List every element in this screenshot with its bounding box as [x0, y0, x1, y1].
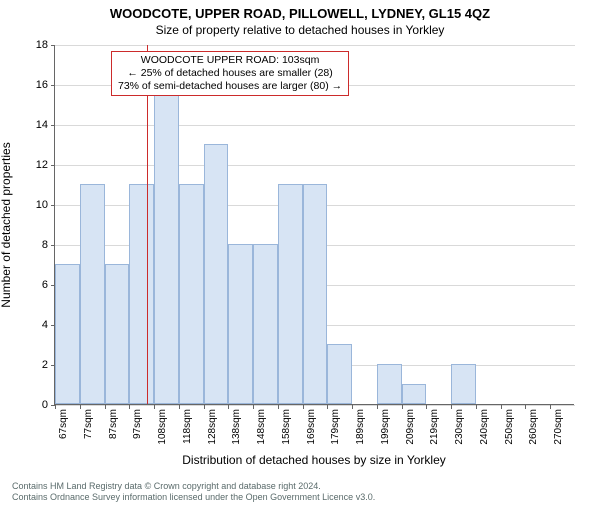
ytick-mark: [51, 85, 55, 86]
footer-line-1: Contains HM Land Registry data © Crown c…: [12, 481, 600, 492]
xtick-mark: [154, 405, 155, 409]
xtick-label: 148sqm: [256, 409, 267, 445]
chart-area: Number of detached properties 67sqm77sqm…: [54, 45, 574, 405]
property-callout: WOODCOTE UPPER ROAD: 103sqm← 25% of deta…: [111, 51, 349, 96]
xtick-mark: [352, 405, 353, 409]
ytick-label: 12: [18, 159, 48, 171]
title-sub: Size of property relative to detached ho…: [0, 23, 600, 37]
xtick-label: 230sqm: [454, 409, 465, 445]
xtick-mark: [402, 405, 403, 409]
gridline-h: [55, 45, 575, 46]
xtick-label: 219sqm: [429, 409, 440, 445]
xtick-mark: [179, 405, 180, 409]
property-marker-line: [147, 45, 148, 404]
histogram-bar: [228, 244, 253, 404]
xtick-label: 118sqm: [182, 409, 193, 444]
xtick-mark: [303, 405, 304, 409]
histogram-bar: [303, 184, 328, 404]
xtick-mark: [80, 405, 81, 409]
ytick-mark: [51, 165, 55, 166]
ytick-label: 2: [18, 359, 48, 371]
xtick-label: 209sqm: [405, 409, 416, 445]
ytick-mark: [51, 205, 55, 206]
xtick-label: 138sqm: [231, 409, 242, 445]
histogram-bar: [179, 184, 204, 404]
xtick-mark: [253, 405, 254, 409]
xtick-label: 97sqm: [132, 409, 143, 439]
ytick-label: 0: [18, 399, 48, 411]
xtick-mark: [129, 405, 130, 409]
plot-region: 67sqm77sqm87sqm97sqm108sqm118sqm128sqm13…: [54, 45, 574, 405]
histogram-bar: [80, 184, 105, 404]
ytick-mark: [51, 245, 55, 246]
xtick-mark: [525, 405, 526, 409]
xtick-label: 108sqm: [157, 409, 168, 445]
histogram-bar: [55, 264, 80, 404]
xtick-mark: [105, 405, 106, 409]
xtick-label: 179sqm: [330, 409, 341, 445]
ytick-label: 14: [18, 119, 48, 131]
footer-line-2: Contains Ordnance Survey information lic…: [12, 492, 600, 503]
xtick-label: 240sqm: [479, 409, 490, 445]
gridline-h: [55, 405, 575, 406]
xtick-mark: [327, 405, 328, 409]
xtick-mark: [278, 405, 279, 409]
xtick-mark: [377, 405, 378, 409]
ytick-label: 6: [18, 279, 48, 291]
xtick-mark: [228, 405, 229, 409]
gridline-h: [55, 165, 575, 166]
ytick-label: 8: [18, 239, 48, 251]
histogram-bar: [377, 364, 402, 404]
histogram-bar: [129, 184, 154, 404]
xtick-mark: [204, 405, 205, 409]
xtick-mark: [501, 405, 502, 409]
histogram-bar: [204, 144, 229, 404]
histogram-bar: [154, 84, 179, 404]
ytick-mark: [51, 125, 55, 126]
xtick-label: 169sqm: [306, 409, 317, 445]
histogram-bar: [278, 184, 303, 404]
callout-line: 73% of semi-detached houses are larger (…: [118, 80, 342, 93]
xtick-label: 250sqm: [504, 409, 515, 445]
xtick-label: 260sqm: [528, 409, 539, 445]
histogram-bar: [402, 384, 427, 404]
gridline-h: [55, 125, 575, 126]
xtick-label: 77sqm: [83, 409, 94, 439]
ytick-label: 18: [18, 39, 48, 51]
xtick-label: 189sqm: [355, 409, 366, 445]
ytick-label: 16: [18, 79, 48, 91]
xtick-mark: [55, 405, 56, 409]
ytick-mark: [51, 45, 55, 46]
xtick-mark: [550, 405, 551, 409]
footer-attribution: Contains HM Land Registry data © Crown c…: [12, 481, 600, 504]
xtick-mark: [426, 405, 427, 409]
x-axis-label: Distribution of detached houses by size …: [54, 453, 574, 467]
xtick-label: 158sqm: [281, 409, 292, 445]
xtick-label: 270sqm: [553, 409, 564, 445]
callout-line: WOODCOTE UPPER ROAD: 103sqm: [118, 54, 342, 67]
histogram-bar: [105, 264, 130, 404]
histogram-bar: [451, 364, 476, 404]
ytick-label: 10: [18, 199, 48, 211]
ytick-label: 4: [18, 319, 48, 331]
xtick-label: 199sqm: [380, 409, 391, 445]
xtick-mark: [476, 405, 477, 409]
y-axis-label: Number of detached properties: [0, 142, 13, 307]
xtick-label: 67sqm: [58, 409, 69, 439]
title-main: WOODCOTE, UPPER ROAD, PILLOWELL, LYDNEY,…: [0, 6, 600, 21]
xtick-mark: [451, 405, 452, 409]
callout-line: ← 25% of detached houses are smaller (28…: [118, 67, 342, 80]
histogram-bar: [253, 244, 278, 404]
histogram-bar: [327, 344, 352, 404]
xtick-label: 128sqm: [207, 409, 218, 445]
xtick-label: 87sqm: [108, 409, 119, 439]
